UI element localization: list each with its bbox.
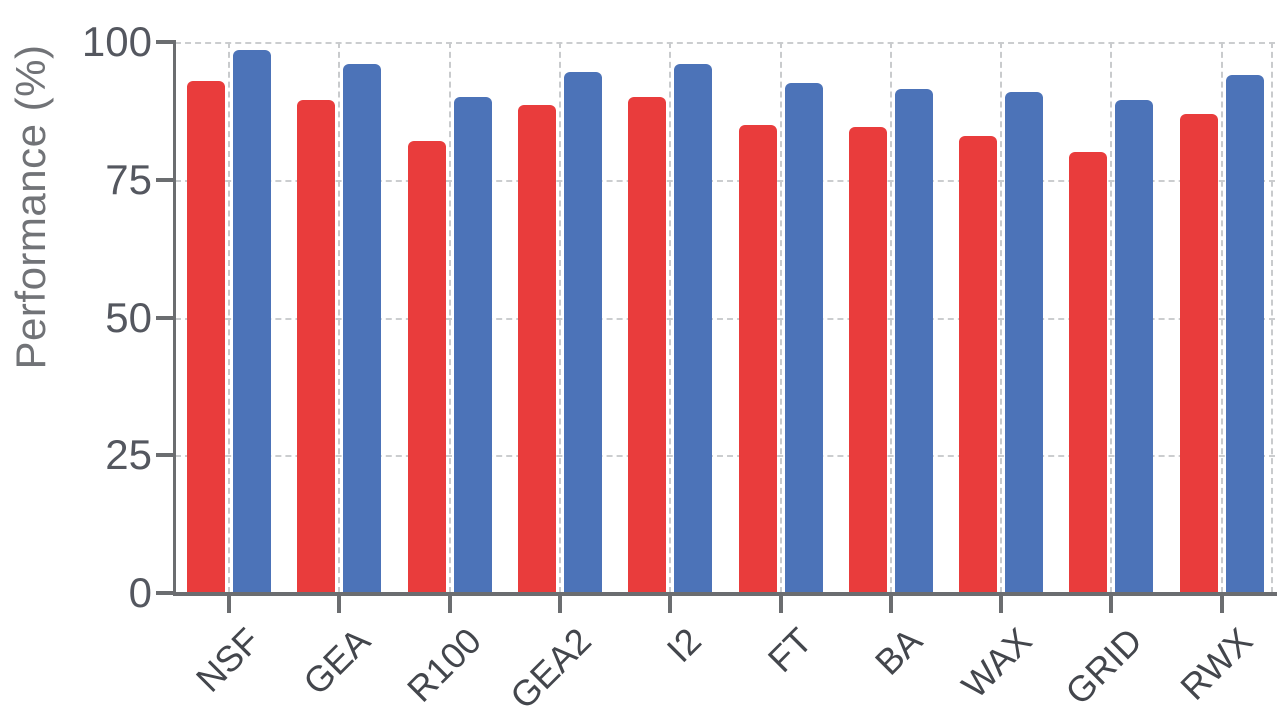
v-gridline-i2 bbox=[669, 42, 672, 593]
bar-blue-ft bbox=[784, 83, 823, 593]
h-gridline-50 bbox=[175, 317, 1275, 320]
y-tick-label-100: 100 bbox=[81, 18, 152, 65]
y-tick-label-0: 0 bbox=[128, 569, 152, 616]
bar-red-ft bbox=[738, 124, 777, 593]
x-tick-nsf bbox=[227, 596, 231, 613]
x-tick-label-text-nsf: NSF bbox=[187, 619, 268, 700]
x-tick-gea bbox=[337, 596, 342, 613]
bar-red-gea bbox=[297, 99, 336, 593]
v-gridline-ba bbox=[889, 42, 892, 593]
v-gridline-nsf bbox=[228, 42, 230, 593]
x-tick-i2 bbox=[668, 596, 673, 613]
y-tick-50 bbox=[156, 315, 176, 320]
x-axis-line bbox=[173, 592, 1277, 596]
x-tick-label-text-rwx: RWX bbox=[1172, 619, 1261, 708]
bar-red-ba bbox=[848, 127, 887, 593]
bar-blue-r100 bbox=[453, 97, 492, 593]
x-tick-wax bbox=[999, 596, 1004, 613]
bar-red-nsf bbox=[187, 80, 225, 593]
x-tick-label-text-grid: GRID bbox=[1057, 619, 1151, 708]
v-gridline-right-edge bbox=[1271, 42, 1273, 593]
v-gridline-rwx bbox=[1220, 42, 1223, 593]
x-tick-label-text-ft: FT bbox=[759, 619, 820, 680]
y-tick-label-25: 25 bbox=[105, 431, 152, 479]
x-tick-label-text-r100: R100 bbox=[398, 619, 489, 708]
bar-red-i2 bbox=[628, 97, 667, 593]
x-tick-label-text-wax: WAX bbox=[953, 619, 1040, 706]
bar-red-r100 bbox=[407, 141, 446, 593]
y-tick-label-75: 75 bbox=[105, 155, 152, 203]
bar-blue-gea bbox=[343, 64, 382, 593]
h-gridline-25 bbox=[175, 455, 1275, 458]
bar-blue-wax bbox=[1005, 91, 1044, 593]
x-tick-grid bbox=[1109, 596, 1114, 613]
v-gridline-r100 bbox=[448, 42, 451, 593]
bar-blue-ba bbox=[894, 88, 933, 593]
x-tick-label-text-i2: I2 bbox=[658, 619, 710, 671]
h-gridline-100 bbox=[175, 42, 1275, 44]
v-gridline-grid bbox=[1110, 42, 1113, 593]
bar-blue-nsf bbox=[233, 50, 271, 593]
y-tick-label-50: 50 bbox=[105, 293, 152, 341]
y-tick-100 bbox=[156, 40, 176, 44]
bar-blue-i2 bbox=[674, 64, 713, 593]
bar-blue-rwx bbox=[1225, 75, 1264, 593]
bar-red-grid bbox=[1069, 152, 1108, 593]
plot-area bbox=[175, 42, 1275, 593]
v-gridline-gea2 bbox=[558, 42, 561, 593]
x-tick-gea2 bbox=[557, 596, 562, 613]
v-gridline-wax bbox=[1000, 42, 1003, 593]
x-tick-label-text-gea2: GEA2 bbox=[501, 619, 599, 708]
y-tick-75 bbox=[156, 177, 176, 182]
x-tick-ba bbox=[888, 596, 893, 613]
bar-blue-grid bbox=[1115, 99, 1154, 593]
y-tick-25 bbox=[156, 453, 176, 458]
x-tick-label-text-ba: BA bbox=[866, 619, 930, 683]
x-tick-ft bbox=[778, 596, 783, 613]
bar-blue-gea2 bbox=[563, 72, 602, 593]
y-tick-0 bbox=[156, 591, 176, 595]
bar-red-wax bbox=[959, 135, 998, 593]
v-gridline-gea bbox=[338, 42, 341, 593]
x-tick-rwx bbox=[1219, 596, 1224, 613]
bar-red-gea2 bbox=[517, 105, 556, 593]
x-tick-label-text-gea: GEA bbox=[295, 619, 379, 703]
v-gridline-ft bbox=[779, 42, 782, 593]
bar-red-rwx bbox=[1179, 113, 1218, 593]
x-tick-r100 bbox=[447, 596, 452, 613]
h-gridline-75 bbox=[175, 179, 1275, 182]
